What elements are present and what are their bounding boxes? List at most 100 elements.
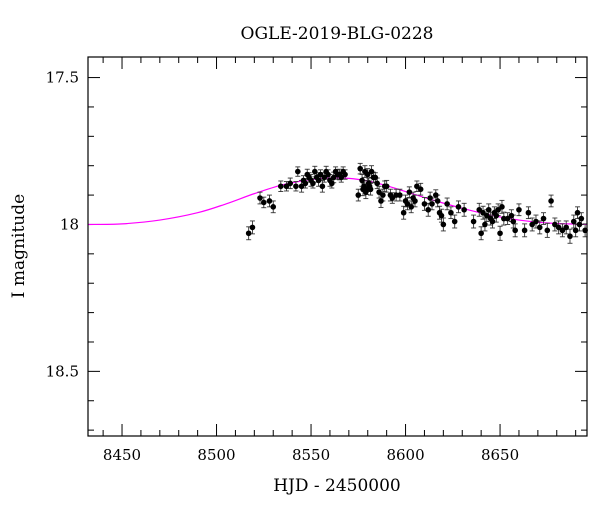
data-point <box>495 206 501 213</box>
data-point <box>414 183 420 190</box>
data-point <box>497 230 503 237</box>
data-point <box>425 206 432 213</box>
data-point <box>485 206 492 213</box>
data-point <box>315 177 322 184</box>
data-point <box>329 180 335 187</box>
x-tick-label: 8600 <box>386 446 424 464</box>
plot-frame <box>87 56 588 437</box>
data-point <box>508 212 515 219</box>
data-point <box>389 195 396 201</box>
data-point <box>260 199 267 206</box>
data-point <box>312 168 318 175</box>
data-point <box>504 215 511 222</box>
data-point <box>421 201 428 207</box>
data-point <box>317 171 324 178</box>
data-point <box>521 227 528 234</box>
data-point <box>525 209 532 216</box>
data-point <box>342 171 348 178</box>
data-point <box>461 206 467 213</box>
data-point <box>355 192 362 198</box>
data-point <box>476 206 483 213</box>
x-tick-label: 8550 <box>292 446 330 464</box>
data-point <box>338 174 345 181</box>
data-point <box>559 227 566 234</box>
data-point <box>330 174 337 181</box>
y-tick-label: 18 <box>60 215 79 233</box>
data-point <box>572 227 579 234</box>
data-point <box>574 209 581 216</box>
data-point <box>372 174 379 181</box>
data-point <box>404 201 411 207</box>
data-point <box>283 183 290 190</box>
data-point <box>512 227 518 234</box>
data-point <box>448 209 454 216</box>
data-point <box>480 209 486 216</box>
data-point <box>376 189 382 195</box>
data-point <box>400 209 407 216</box>
data-point <box>444 201 450 207</box>
data-point <box>310 180 316 187</box>
data-point <box>374 180 380 187</box>
data-point <box>302 180 309 187</box>
data-point <box>383 183 390 190</box>
data-point <box>245 230 252 237</box>
data-point <box>533 218 539 225</box>
data-point <box>555 224 562 231</box>
data-point <box>544 227 551 234</box>
data-point <box>427 195 433 201</box>
data-point <box>408 204 415 210</box>
x-axis-label: HJD - 2450000 <box>273 476 401 496</box>
data-point <box>397 192 403 198</box>
x-tick-label: 8650 <box>481 446 519 464</box>
data-point <box>489 218 496 225</box>
data-point <box>438 212 445 219</box>
x-tick-label: 8500 <box>197 446 235 464</box>
data-point <box>540 215 547 222</box>
data-point <box>516 206 522 213</box>
chart-title: OGLE-2019-BLG-0228 <box>241 24 434 44</box>
y-tick-label: 18.5 <box>46 362 79 380</box>
data-point <box>380 192 386 198</box>
data-point <box>298 183 305 190</box>
data-point <box>266 198 273 204</box>
data-point <box>470 218 477 225</box>
data-point <box>432 192 439 198</box>
data-point <box>412 198 418 204</box>
data-point <box>493 212 500 219</box>
data-point <box>548 198 554 204</box>
x-tick-label: 8450 <box>103 446 141 464</box>
data-point <box>257 195 263 201</box>
data-point <box>570 218 577 225</box>
data-point <box>319 183 326 190</box>
axis-ticks <box>88 57 587 436</box>
data-point <box>295 168 301 175</box>
data-point <box>429 201 435 207</box>
data-point <box>482 221 488 228</box>
data-point <box>510 218 517 225</box>
data-point <box>378 198 384 204</box>
data-point <box>417 186 424 193</box>
y-tick-label: 17.5 <box>46 69 79 87</box>
data-point <box>325 171 331 178</box>
data-point <box>499 204 505 210</box>
data-point <box>364 171 371 178</box>
data-point <box>563 224 570 231</box>
data-point <box>293 183 299 190</box>
data-point <box>367 186 374 193</box>
data-points <box>245 165 588 240</box>
data-point <box>529 221 535 228</box>
data-point <box>536 224 543 231</box>
y-axis-label: I magnitude <box>9 194 29 298</box>
error-bars <box>246 162 588 244</box>
data-point <box>567 233 573 240</box>
data-point <box>434 198 441 204</box>
data-point <box>440 221 447 228</box>
data-point <box>270 204 277 210</box>
data-point <box>451 218 458 225</box>
data-point <box>576 221 583 228</box>
data-point <box>249 224 256 231</box>
x-tick-labels: 8450 8500 8550 8600 8650 <box>103 446 519 464</box>
data-point <box>277 183 284 190</box>
data-point <box>321 174 328 181</box>
